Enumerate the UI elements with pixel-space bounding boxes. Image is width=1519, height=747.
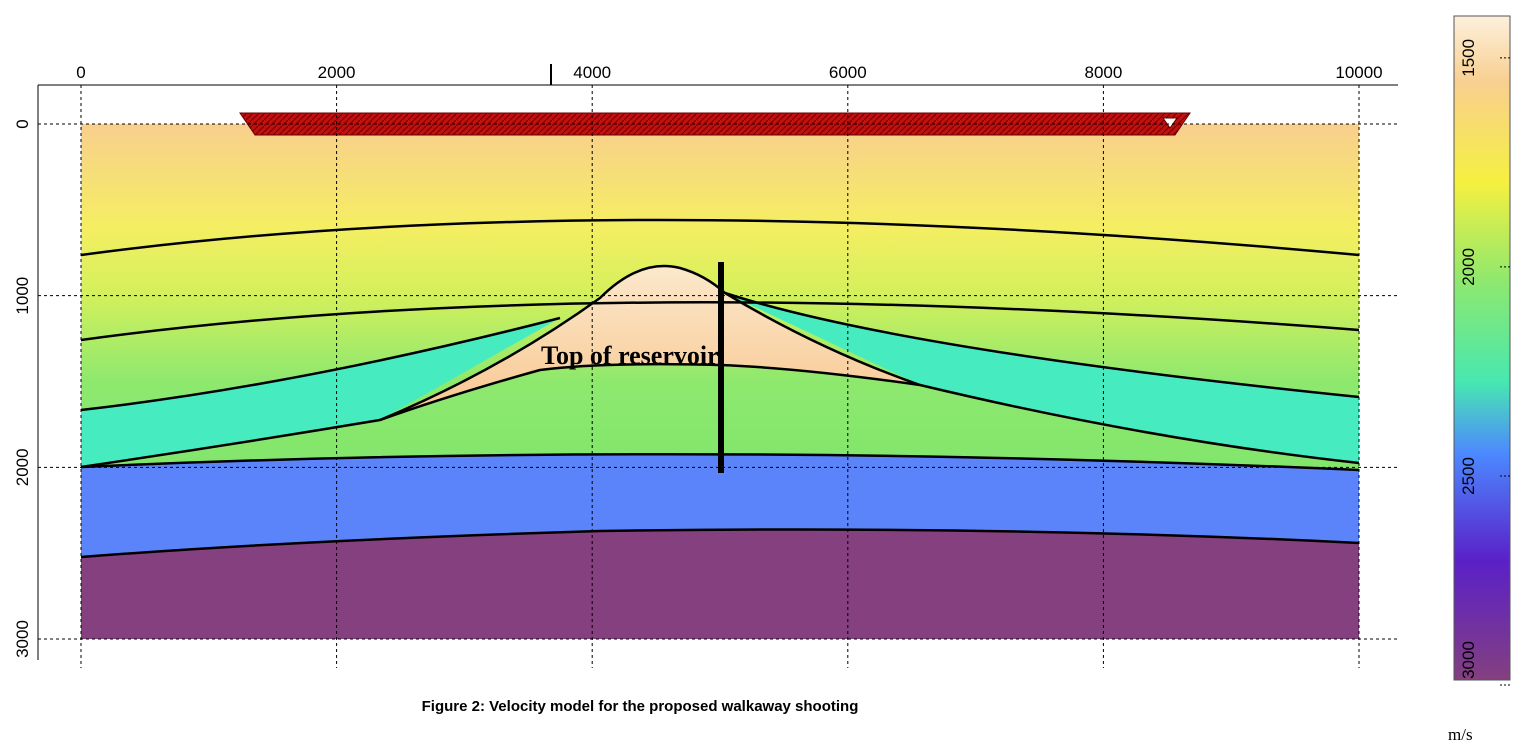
velocity-model <box>80 112 1360 639</box>
annotation: Top of reservoir <box>541 341 719 370</box>
x-tick-label: 6000 <box>829 63 867 82</box>
x-tick-label: 8000 <box>1084 63 1122 82</box>
colorbar-unit: m/s <box>1448 725 1473 744</box>
horizon <box>80 316 561 412</box>
horizon <box>80 301 1360 342</box>
layer <box>81 318 560 467</box>
source-marker <box>1162 117 1178 129</box>
x-tick-label: 10000 <box>1335 63 1382 82</box>
colorbar-tick-label: 1500 <box>1459 39 1478 77</box>
y-tick-label: 1000 <box>13 277 32 315</box>
receiver-array <box>239 112 1191 136</box>
salt-body <box>380 266 920 420</box>
layer <box>81 529 1359 639</box>
x-tick-label: 4000 <box>573 63 611 82</box>
horizon <box>724 291 1360 399</box>
horizon <box>80 362 1360 469</box>
x-tick-label: 0 <box>76 63 85 82</box>
y-tick-label: 2000 <box>13 448 32 486</box>
y-tick-label: 3000 <box>13 620 32 658</box>
horizon <box>379 264 921 422</box>
horizon <box>80 452 1360 472</box>
caption: Figure 2: Velocity model for the propose… <box>422 698 859 715</box>
x-tick-label: 2000 <box>318 63 356 82</box>
colorbar-tick-label: 3000 <box>1459 641 1478 679</box>
horizon <box>80 218 1360 257</box>
layer <box>725 293 1359 463</box>
colorbar-tick-label: 2000 <box>1459 248 1478 286</box>
colorbar-tick-label: 2500 <box>1459 457 1478 495</box>
y-tick-label: 0 <box>13 119 32 128</box>
horizon <box>80 528 1360 559</box>
colorbar <box>1453 15 1511 681</box>
